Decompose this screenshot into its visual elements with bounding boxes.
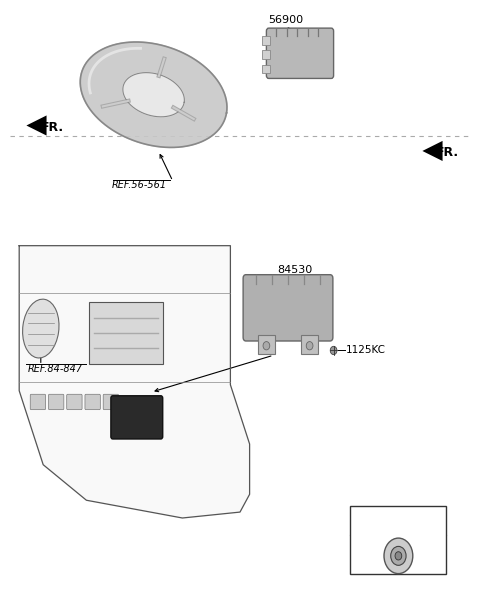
FancyBboxPatch shape [258,335,275,354]
Circle shape [306,342,313,350]
Circle shape [263,342,270,350]
Ellipse shape [23,299,59,358]
Circle shape [391,546,406,565]
FancyBboxPatch shape [262,50,270,59]
Polygon shape [26,115,47,136]
Text: 1339CC: 1339CC [378,514,419,524]
Circle shape [330,346,337,355]
Text: 84530: 84530 [277,265,313,275]
Text: REF.84-847: REF.84-847 [28,364,83,374]
FancyBboxPatch shape [85,394,100,410]
Polygon shape [123,73,184,117]
FancyBboxPatch shape [262,36,270,44]
FancyBboxPatch shape [30,394,46,410]
FancyBboxPatch shape [67,394,82,410]
Polygon shape [19,246,250,518]
FancyBboxPatch shape [350,506,446,574]
FancyBboxPatch shape [266,28,334,79]
FancyBboxPatch shape [111,396,163,439]
FancyBboxPatch shape [243,275,333,341]
FancyBboxPatch shape [103,394,119,410]
Text: REF.56-561: REF.56-561 [112,180,167,190]
Text: 1125KC: 1125KC [346,346,385,355]
Circle shape [384,538,413,574]
FancyBboxPatch shape [301,335,318,354]
Text: 56900: 56900 [268,15,303,25]
FancyBboxPatch shape [89,302,163,364]
FancyBboxPatch shape [48,394,64,410]
Text: FR.: FR. [41,121,64,134]
Polygon shape [422,141,443,161]
Polygon shape [80,42,227,147]
Text: FR.: FR. [436,146,459,159]
Circle shape [395,552,402,560]
FancyBboxPatch shape [262,65,270,73]
